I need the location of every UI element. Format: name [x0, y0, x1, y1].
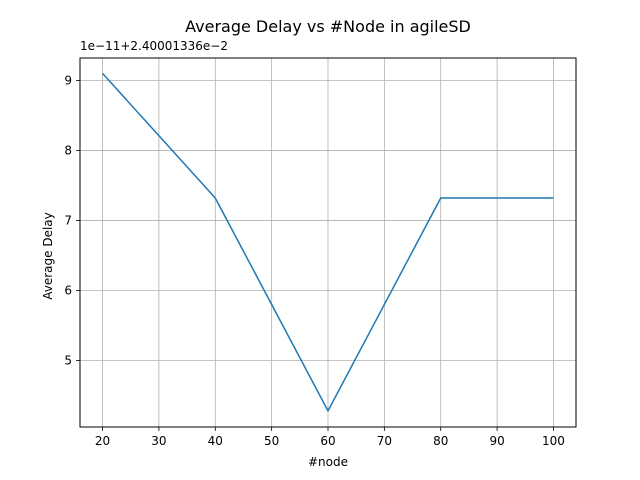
series-layer	[101, 72, 554, 412]
x-tick-label: 50	[264, 434, 279, 448]
y-tick-label: 9	[64, 73, 72, 87]
y-tick-label: 5	[64, 353, 72, 367]
x-tick-label: 20	[95, 434, 110, 448]
x-axis-label: #node	[307, 455, 348, 469]
tick-layer: 20 30 40 50 60 70 80 90 100 5 6 7 8 9	[64, 73, 565, 448]
x-tick-label: 30	[151, 434, 166, 448]
x-tick-label: 90	[489, 434, 504, 448]
grid-lines	[80, 58, 576, 427]
y-tick-label: 7	[64, 213, 72, 227]
y-tick-label: 8	[64, 143, 72, 157]
chart-title: Average Delay vs #Node in agileSD	[185, 17, 471, 36]
x-tick-label: 80	[433, 434, 448, 448]
y-tick-label: 6	[64, 283, 72, 297]
x-tick-label: 40	[208, 434, 223, 448]
y-axis-label: Average Delay	[41, 212, 55, 300]
y-axis-offset-text: 1e−11+2.40001336e−2	[80, 39, 228, 53]
x-tick-label: 60	[320, 434, 335, 448]
x-tick-label: 70	[377, 434, 392, 448]
x-tick-label: 100	[542, 434, 565, 448]
